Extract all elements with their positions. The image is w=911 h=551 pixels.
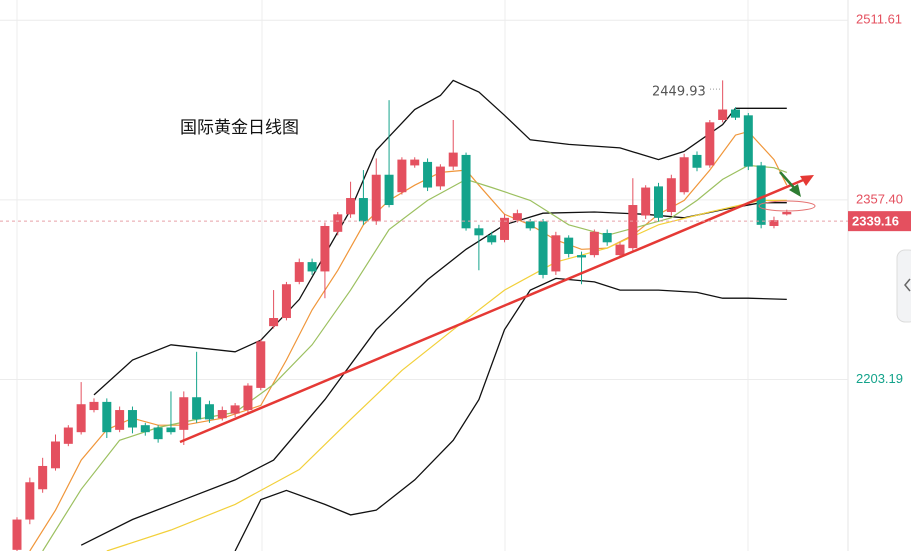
last-price-label: 2339.16	[852, 214, 899, 229]
candle-body	[448, 152, 458, 167]
candle-body	[115, 410, 125, 430]
candle-body	[140, 425, 150, 433]
candle-body	[12, 519, 22, 550]
grid	[0, 19, 848, 381]
candle-body	[256, 341, 266, 388]
candle-body	[602, 232, 612, 243]
candle-body	[230, 405, 240, 414]
candle-body	[615, 244, 625, 256]
indicator-line	[93, 79, 787, 396]
candle-body	[461, 154, 471, 229]
candle-body	[628, 205, 638, 249]
candle-body	[718, 109, 728, 120]
chart-title: 国际黄金日线图	[180, 118, 299, 138]
candle-body	[25, 482, 35, 520]
candle-body	[63, 427, 73, 444]
high-annotation: 2449.93	[652, 85, 706, 100]
candle-body	[500, 217, 510, 240]
down-arrow	[779, 171, 797, 191]
candle-body	[577, 255, 587, 258]
candle-body	[705, 122, 715, 166]
candle-body	[320, 225, 330, 272]
last-price-badge	[848, 211, 911, 232]
candle-body	[102, 401, 112, 433]
trend-arrow-head	[800, 175, 814, 186]
candle-body	[551, 235, 561, 272]
indicator-line	[106, 199, 787, 551]
candle-body	[307, 262, 317, 272]
candle-body	[384, 174, 394, 206]
candle-body	[679, 157, 689, 193]
candle-body	[564, 237, 574, 254]
candle-body	[397, 159, 407, 193]
candle-body	[166, 427, 176, 433]
candle-body	[641, 187, 651, 216]
candle-body	[346, 198, 356, 215]
side-panel-toggle[interactable]	[896, 249, 911, 323]
candle-body	[371, 174, 381, 222]
y-tick-label: 2203.19	[856, 371, 903, 386]
candle-body	[756, 165, 766, 225]
vertical-grid	[16, 0, 849, 551]
candle-body	[512, 213, 522, 221]
candle-body	[192, 397, 202, 420]
trend-line	[179, 176, 809, 444]
candle-body	[410, 159, 420, 166]
indicator-line	[234, 277, 787, 551]
candle-body	[204, 404, 214, 420]
candle-body	[589, 231, 599, 256]
candle-body	[50, 441, 60, 469]
y-tick-label: 2511.61	[856, 12, 902, 27]
candle-body	[76, 404, 86, 433]
candle-body	[474, 228, 484, 236]
candle-body	[153, 427, 163, 440]
candle-body	[217, 410, 227, 419]
candle-body	[435, 166, 445, 187]
candle-body	[358, 198, 368, 222]
candle-body	[269, 318, 279, 327]
candle-body	[294, 262, 304, 282]
candle-body	[243, 385, 253, 411]
candle-body	[487, 235, 497, 243]
down-arrow-head	[789, 184, 801, 197]
candle-body	[730, 109, 740, 118]
candle-body	[654, 186, 663, 218]
candle-body	[281, 284, 291, 319]
candle-body	[525, 221, 535, 229]
candle-body	[179, 397, 189, 430]
candle-body	[89, 401, 99, 411]
candle-body	[333, 214, 343, 232]
candle-body	[127, 410, 137, 428]
candle-body	[692, 154, 702, 168]
labels: 2203.19 2357.40 2511.61 2449.93 2339.16	[0, 12, 911, 386]
candle-body	[666, 178, 676, 213]
candle-body	[538, 221, 548, 275]
chevron-icon	[904, 278, 911, 292]
y-tick-label: 2357.40	[856, 191, 903, 206]
candle-body	[423, 161, 433, 188]
highlight-ellipse	[758, 200, 816, 212]
candle-body	[782, 212, 792, 215]
candles	[12, 80, 792, 551]
candle-body	[38, 465, 48, 490]
candle-body	[743, 115, 753, 167]
candle-body	[769, 220, 779, 226]
